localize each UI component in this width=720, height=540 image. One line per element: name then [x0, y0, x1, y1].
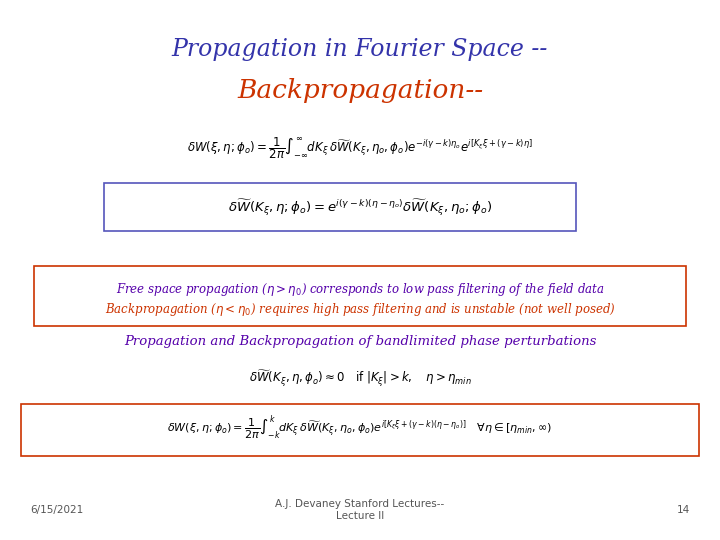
Text: $\delta\widetilde{W}(K_\xi, \eta, \phi_o) \approx 0 \quad \mathrm{if}\; |K_\xi| : $\delta\widetilde{W}(K_\xi, \eta, \phi_o…	[248, 368, 472, 388]
Text: $\delta W(\xi, \eta; \phi_o) = \dfrac{1}{2\pi} \int_{-k}^{k} dK_\xi\, \delta\wid: $\delta W(\xi, \eta; \phi_o) = \dfrac{1}…	[168, 414, 552, 442]
Text: 6/15/2021: 6/15/2021	[30, 505, 84, 515]
Text: $\delta W(\xi, \eta; \phi_o) = \dfrac{1}{2\pi} \int_{-\infty}^{\infty} dK_\xi\, : $\delta W(\xi, \eta; \phi_o) = \dfrac{1}…	[187, 135, 533, 161]
Text: Backpropagation--: Backpropagation--	[237, 78, 483, 103]
Text: 14: 14	[677, 505, 690, 515]
Text: Propagation in Fourier Space --: Propagation in Fourier Space --	[172, 38, 548, 61]
Text: Propagation and Backpropagation of bandlimited phase perturbations: Propagation and Backpropagation of bandl…	[124, 335, 596, 348]
Text: Lecture II: Lecture II	[336, 511, 384, 521]
Text: $\delta\widetilde{W}(K_\xi, \eta; \phi_o) = e^{i(\gamma-k)(\eta-\eta_o)} \delta\: $\delta\widetilde{W}(K_\xi, \eta; \phi_o…	[228, 198, 492, 218]
Text: A.J. Devaney Stanford Lectures--: A.J. Devaney Stanford Lectures--	[275, 499, 445, 509]
Text: Backpropagation ($\eta < \eta_0$) requires high pass filtering and is unstable (: Backpropagation ($\eta < \eta_0$) requir…	[104, 301, 616, 318]
Text: Free space propagation ($\eta > \eta_0$) corresponds to low pass filtering of th: Free space propagation ($\eta > \eta_0$)…	[116, 281, 604, 298]
